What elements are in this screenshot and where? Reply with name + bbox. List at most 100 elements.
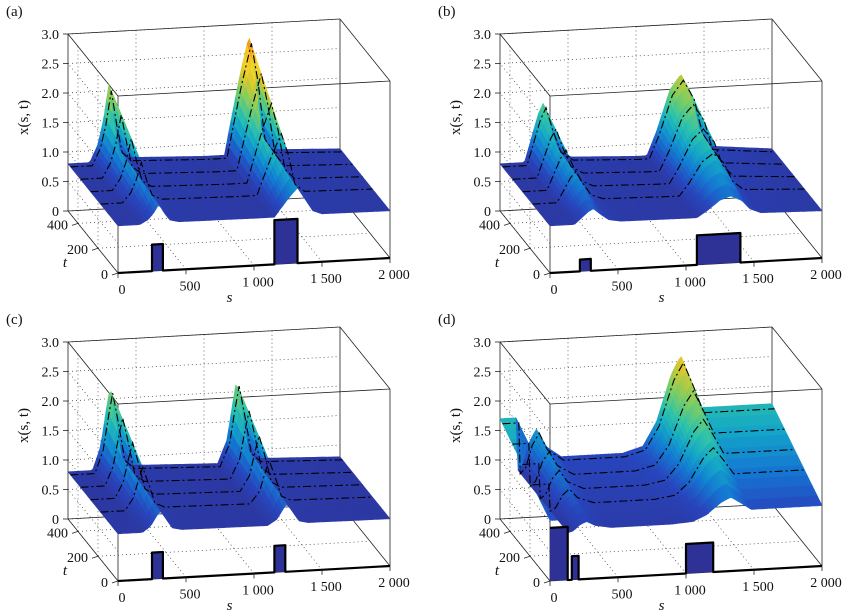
axis-box-edge — [771, 503, 823, 567]
t-axis-label: t — [63, 255, 68, 271]
s-tick-label: 1 500 — [310, 272, 342, 287]
z-tick-label: 1.0 — [474, 146, 492, 161]
z-tick-label: 0.5 — [42, 176, 60, 191]
contour-line — [90, 101, 363, 193]
z-tick-label: 1.5 — [42, 117, 60, 132]
s-tick-label: 1 000 — [242, 584, 274, 599]
s-axis-label: s — [227, 598, 233, 611]
t-tick-mark — [543, 272, 551, 276]
s-axis-label: s — [227, 290, 233, 306]
z-axis-label: x(s, t) — [16, 100, 32, 135]
grid-line — [499, 77, 773, 94]
panel-label: (b) — [438, 4, 456, 20]
surface — [67, 37, 391, 227]
t-tick-label: 0 — [101, 576, 108, 591]
axis-box-edge — [67, 18, 341, 35]
axis-box-edge — [339, 326, 391, 390]
t-tick-label: 400 — [47, 218, 68, 233]
grid-line — [529, 540, 803, 557]
t-tick-mark — [523, 247, 531, 251]
t-tick-label: 400 — [47, 526, 68, 541]
z-tick-label: 2.5 — [474, 58, 492, 73]
t-tick-mark — [111, 272, 119, 276]
grid-line — [97, 540, 371, 557]
z-axis-label: x(s, t) — [448, 100, 464, 135]
s-tick-label: 500 — [180, 279, 201, 294]
axis-box-edge — [67, 326, 341, 343]
axis-box-edge — [67, 210, 119, 274]
axis-box-edge — [499, 326, 773, 343]
t-tick-label: 400 — [479, 218, 500, 233]
grid-line — [97, 232, 371, 249]
contour-line — [100, 132, 373, 205]
surface — [499, 74, 823, 227]
s-tick-label: 1 000 — [242, 276, 274, 291]
z-tick-label: 1.5 — [42, 425, 60, 440]
grid-line — [529, 232, 803, 249]
t-tick-mark — [91, 555, 99, 559]
axis-box-edge — [499, 33, 551, 97]
initial-profile-line — [117, 217, 391, 275]
axis-box-edge — [499, 518, 551, 582]
t-tick-label: 0 — [101, 268, 108, 283]
s-tick-label: 1 000 — [674, 276, 706, 291]
t-tick-mark — [503, 223, 511, 226]
axis-box-edge — [67, 33, 119, 97]
z-tick-label: 1.5 — [474, 117, 492, 132]
z-tick-label: 3.0 — [42, 28, 60, 43]
grid-line — [499, 48, 773, 64]
surface-patch — [337, 148, 346, 156]
grid-line — [67, 48, 341, 64]
axis-box-edge — [499, 210, 551, 274]
t-tick-mark — [91, 247, 99, 251]
s-tick-label: 500 — [612, 279, 633, 294]
axis-box-edge — [771, 18, 823, 82]
z-tick-label: 1.0 — [42, 146, 60, 161]
axis-box-edge — [771, 326, 823, 390]
grid-line — [67, 77, 341, 94]
t-tick-label: 200 — [67, 551, 88, 566]
t-tick-mark — [71, 531, 79, 534]
z-tick-label: 2.5 — [42, 366, 60, 381]
z-tick-label: 2.0 — [42, 395, 60, 410]
z-tick-label: 0.5 — [42, 484, 60, 499]
axis-box-edge — [67, 518, 119, 582]
chart-panel-a: 0 0.5 1.0 1.5 2.0 2.5 3.0 x(s, t) 0 200 400 t 0 500 1 … — [6, 4, 410, 306]
s-tick-label: 2 000 — [378, 268, 410, 283]
axis-box-edge — [499, 18, 773, 35]
s-tick-label: 2 000 — [810, 268, 842, 283]
z-tick-label: 3.0 — [42, 336, 60, 351]
s-tick-label: 0 — [119, 283, 126, 298]
z-tick-label: 3.0 — [474, 28, 492, 43]
contour-line — [80, 73, 353, 180]
z-tick-label: 2.0 — [474, 87, 492, 102]
z-tick-label: 1.0 — [42, 454, 60, 469]
t-tick-label: 200 — [499, 243, 520, 258]
s-axis-label: s — [659, 290, 665, 306]
panel-label: (a) — [6, 4, 23, 20]
z-tick-label: 0 — [52, 205, 59, 220]
s-tick-label: 500 — [180, 587, 201, 602]
s-tick-label: 0 — [551, 283, 558, 298]
z-tick-label: 0.5 — [474, 176, 492, 191]
axis-box-edge — [339, 18, 391, 82]
s-tick-label: 2 000 — [378, 576, 410, 591]
contour-line — [70, 43, 343, 168]
t-tick-label: 0 — [533, 268, 540, 283]
s-tick-label: 1 500 — [310, 580, 342, 595]
panel-label: (c) — [6, 312, 23, 328]
s-tick-label: 0 — [119, 591, 126, 606]
surface — [499, 356, 823, 534]
t-tick-label: 200 — [67, 243, 88, 258]
grid-line — [67, 136, 341, 153]
t-tick-mark — [111, 580, 119, 584]
z-tick-label: 2.0 — [42, 87, 60, 102]
axis-box-edge — [499, 341, 551, 405]
z-tick-label: 2.5 — [42, 58, 60, 73]
grid-line — [499, 136, 773, 153]
s-tick-label: 1 500 — [742, 272, 774, 287]
